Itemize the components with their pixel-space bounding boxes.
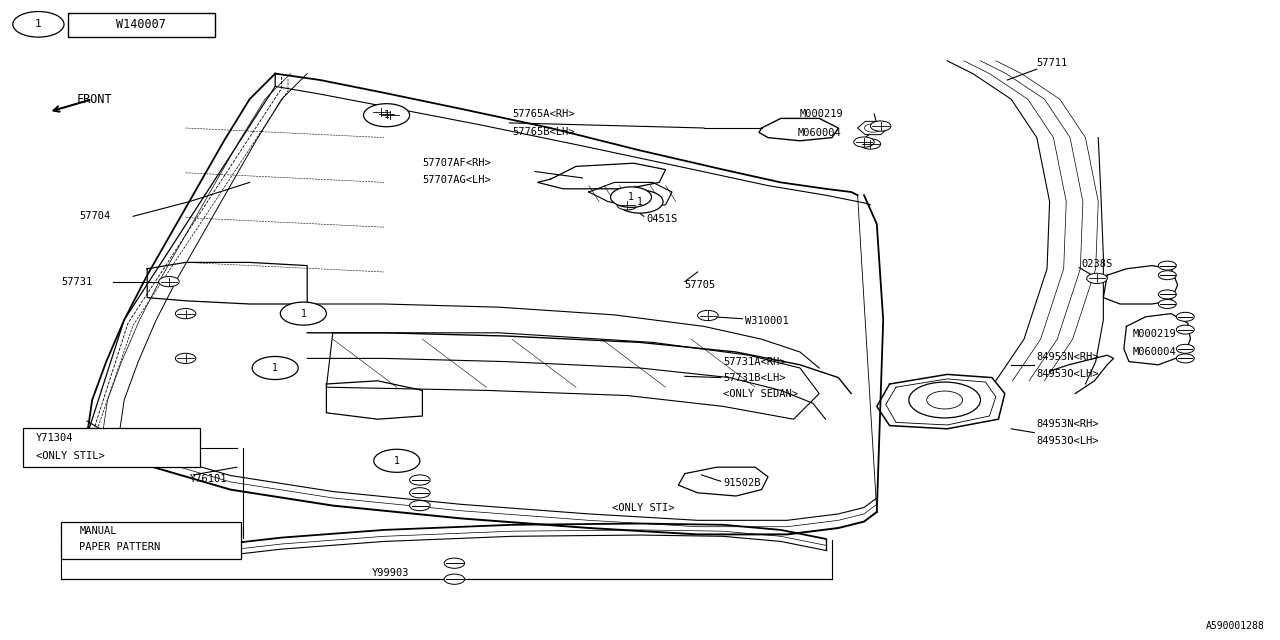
- Circle shape: [1176, 354, 1194, 363]
- Circle shape: [860, 139, 881, 149]
- Circle shape: [870, 121, 891, 131]
- Circle shape: [1176, 344, 1194, 353]
- Text: 1: 1: [637, 196, 643, 207]
- Text: 57731: 57731: [61, 276, 92, 287]
- Text: 57707AG<LH>: 57707AG<LH>: [422, 175, 492, 186]
- Text: 57765B<LH>: 57765B<LH>: [512, 127, 575, 137]
- Text: Y76101: Y76101: [189, 474, 227, 484]
- Text: M060004: M060004: [797, 128, 841, 138]
- Text: 1: 1: [384, 110, 389, 120]
- Circle shape: [444, 574, 465, 584]
- Text: 57707AF<RH>: 57707AF<RH>: [422, 158, 492, 168]
- Circle shape: [175, 308, 196, 319]
- Text: 1: 1: [35, 19, 42, 29]
- Text: 57711: 57711: [1037, 58, 1068, 68]
- Text: 0451S: 0451S: [646, 214, 677, 224]
- Text: 1: 1: [301, 308, 306, 319]
- Circle shape: [444, 558, 465, 568]
- Circle shape: [611, 187, 652, 207]
- Circle shape: [1087, 273, 1107, 284]
- Text: Y71304: Y71304: [36, 433, 73, 444]
- Circle shape: [617, 190, 663, 213]
- Circle shape: [1158, 290, 1176, 299]
- Circle shape: [252, 356, 298, 380]
- Text: 1: 1: [628, 192, 634, 202]
- Text: 1: 1: [273, 363, 278, 373]
- Text: 84953O<LH>: 84953O<LH>: [1037, 436, 1100, 446]
- Circle shape: [175, 353, 196, 364]
- Text: W310001: W310001: [745, 316, 788, 326]
- Text: W140007: W140007: [116, 19, 165, 31]
- Circle shape: [378, 109, 396, 118]
- FancyBboxPatch shape: [61, 522, 241, 559]
- Circle shape: [1158, 271, 1176, 280]
- Text: M000219: M000219: [800, 109, 844, 119]
- Text: MANUAL: MANUAL: [79, 526, 116, 536]
- Text: 57731A<RH>: 57731A<RH>: [723, 356, 786, 367]
- Circle shape: [380, 110, 401, 120]
- Text: 57704: 57704: [79, 211, 110, 221]
- Circle shape: [374, 449, 420, 472]
- Circle shape: [864, 124, 882, 132]
- Text: 1: 1: [394, 456, 399, 466]
- FancyBboxPatch shape: [23, 428, 200, 467]
- Text: A590001288: A590001288: [1206, 621, 1265, 631]
- Text: 84953O<LH>: 84953O<LH>: [1037, 369, 1100, 379]
- Text: PAPER PATTERN: PAPER PATTERN: [79, 542, 160, 552]
- FancyBboxPatch shape: [68, 13, 215, 37]
- Text: 57731B<LH>: 57731B<LH>: [723, 372, 786, 383]
- Circle shape: [617, 200, 637, 210]
- Circle shape: [1176, 312, 1194, 321]
- Circle shape: [280, 302, 326, 325]
- Circle shape: [854, 137, 874, 147]
- Circle shape: [159, 276, 179, 287]
- Text: M060004: M060004: [1133, 347, 1176, 357]
- Circle shape: [371, 107, 392, 117]
- Text: <ONLY SEDAN>: <ONLY SEDAN>: [723, 388, 799, 399]
- Text: M000219: M000219: [1133, 329, 1176, 339]
- Circle shape: [13, 12, 64, 37]
- Circle shape: [410, 488, 430, 498]
- Text: 0238S: 0238S: [1082, 259, 1112, 269]
- Text: Y99903: Y99903: [371, 568, 410, 578]
- Circle shape: [1158, 261, 1176, 270]
- Circle shape: [698, 310, 718, 321]
- Text: 57765A<RH>: 57765A<RH>: [512, 109, 575, 119]
- Text: <ONLY STI>: <ONLY STI>: [612, 502, 675, 513]
- Circle shape: [410, 475, 430, 485]
- Text: 91502B: 91502B: [723, 478, 760, 488]
- Text: 57705: 57705: [685, 280, 716, 290]
- Circle shape: [410, 500, 430, 511]
- Text: FRONT: FRONT: [77, 93, 113, 106]
- Circle shape: [364, 104, 410, 127]
- Text: 84953N<RH>: 84953N<RH>: [1037, 419, 1100, 429]
- Text: 84953N<RH>: 84953N<RH>: [1037, 352, 1100, 362]
- Circle shape: [1176, 325, 1194, 334]
- Circle shape: [1158, 300, 1176, 308]
- Text: <ONLY STIL>: <ONLY STIL>: [36, 451, 105, 461]
